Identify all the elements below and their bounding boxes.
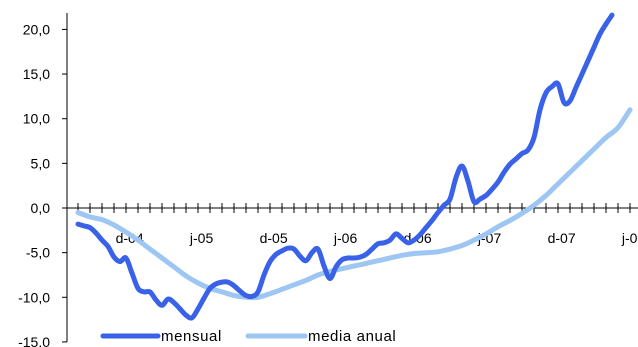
x-axis: d-04j-05d-05j-06d-06j-07d-07j-08 (67, 203, 638, 246)
series-layer (75, 12, 633, 321)
legend-label-media-anual: media anual (308, 328, 396, 345)
y-tick-label: -15,0 (18, 334, 50, 347)
y-tick-label: 5,0 (31, 155, 51, 171)
legend-label-mensual: mensual (161, 328, 222, 345)
series-line-mensual (75, 12, 615, 321)
y-tick-label: 15,0 (23, 66, 50, 82)
legend: mensual media anual (100, 328, 396, 345)
y-axis: 20,0 15,0 10,0 5,0 0,0 -5,0 -10,0 -15,0 (18, 13, 68, 347)
x-tick-label: d-05 (260, 230, 288, 246)
x-tick-label: j-05 (189, 230, 214, 246)
y-tick-label: -5,0 (26, 245, 50, 261)
y-tick-label: 10,0 (23, 111, 50, 127)
series-line-media-anual (75, 107, 633, 301)
y-tick-label: 0,0 (31, 200, 51, 216)
y-tick-label: -10,0 (18, 289, 50, 305)
y-tick-label: 20,0 (23, 21, 50, 37)
x-tick-label: d-07 (548, 230, 576, 246)
x-tick-label: j-06 (333, 230, 358, 246)
x-tick-label: j-08 (621, 230, 638, 246)
